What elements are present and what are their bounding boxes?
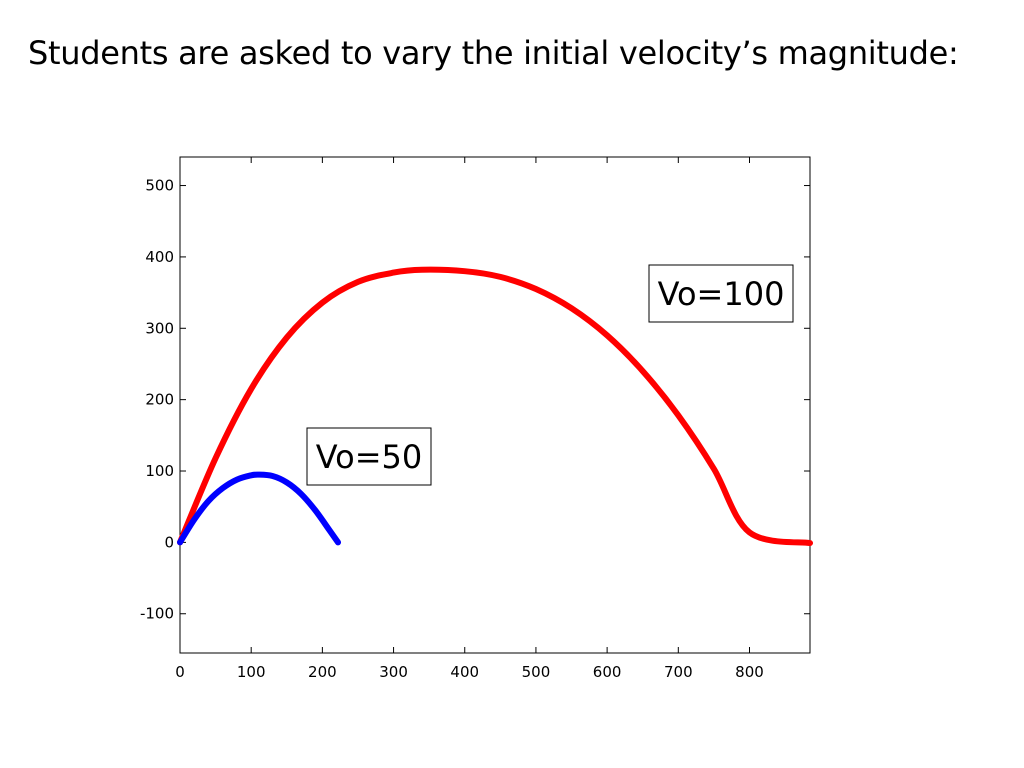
series-layer xyxy=(177,266,813,547)
y-tick-label: 300 xyxy=(145,319,174,337)
plot-area xyxy=(179,156,811,654)
x-tick-label: 0 xyxy=(175,663,185,681)
x-tick-label: 500 xyxy=(522,663,551,681)
x-tick-label: 300 xyxy=(379,663,408,681)
axis-tick-labels: 0 100 200 300 400 500 600 700 800 -100 0 100 200 300 4… xyxy=(140,177,764,681)
annotation-vo100: Vo=100 xyxy=(648,264,794,323)
annotation-vo100-box xyxy=(648,264,794,323)
annotation-vo50-box xyxy=(306,427,432,486)
annotation-vo100-label: Vo=100 xyxy=(658,275,785,313)
y-tick-label: 100 xyxy=(145,462,174,480)
y-tick-label: -100 xyxy=(140,605,174,623)
series-line-1 xyxy=(177,471,342,546)
y-tick-label: 500 xyxy=(145,177,174,195)
y-tick-label: 200 xyxy=(145,391,174,409)
x-tick-label: 700 xyxy=(664,663,693,681)
annotation-vo50-label: Vo=50 xyxy=(316,438,423,476)
series-line-0 xyxy=(177,266,813,547)
x-tick-label: 400 xyxy=(450,663,479,681)
x-tick-label: 600 xyxy=(593,663,622,681)
slide-title: Students are asked to vary the initial v… xyxy=(28,34,959,72)
x-tick-label: 100 xyxy=(237,663,266,681)
y-tick-label: 0 xyxy=(164,533,174,551)
y-tick-label: 400 xyxy=(145,248,174,266)
annotation-vo50: Vo=50 xyxy=(306,427,432,486)
x-tick-label: 800 xyxy=(735,663,764,681)
x-tick-label: 200 xyxy=(308,663,337,681)
